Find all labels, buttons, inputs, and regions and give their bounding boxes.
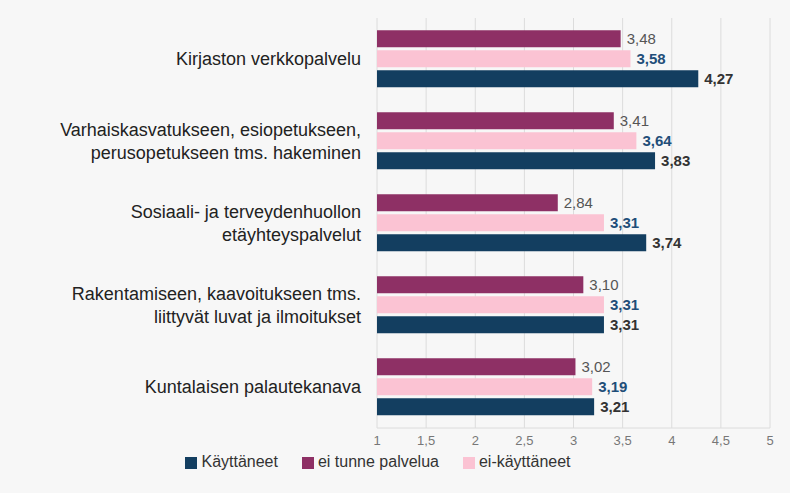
svg-text:1,5: 1,5 xyxy=(417,433,435,448)
svg-text:Kirjaston verkkopalvelu: Kirjaston verkkopalvelu xyxy=(176,49,361,69)
svg-text:Varhaiskasvatukseen, esiopetuk: Varhaiskasvatukseen, esiopetukseen,perus… xyxy=(60,120,361,163)
svg-text:3,10: 3,10 xyxy=(589,276,618,293)
svg-text:3,02: 3,02 xyxy=(581,358,610,375)
svg-text:5: 5 xyxy=(766,433,773,448)
svg-text:Sosiaali- ja terveydenhuollone: Sosiaali- ja terveydenhuollonetäyhteyspa… xyxy=(131,202,361,245)
html-text:ei tunne palvelua: ei tunne palvelua xyxy=(318,453,439,470)
svg-text:Rakentamiseen, kaavoitukseen t: Rakentamiseen, kaavoitukseen tms.liittyv… xyxy=(72,284,361,327)
svg-text:3,19: 3,19 xyxy=(598,378,627,395)
svg-text:2,5: 2,5 xyxy=(515,433,533,448)
svg-text:3: 3 xyxy=(570,433,577,448)
svg-text:3,31: 3,31 xyxy=(610,214,639,231)
svg-text:2: 2 xyxy=(472,433,479,448)
html-text:Käyttäneet: Käyttäneet xyxy=(201,453,278,470)
svg-text:3,58: 3,58 xyxy=(636,50,665,67)
svg-text:3,5: 3,5 xyxy=(614,433,632,448)
html-text:ei-käyttäneet: ei-käyttäneet xyxy=(478,453,571,470)
svg-text:3,21: 3,21 xyxy=(600,398,629,415)
svg-text:4,27: 4,27 xyxy=(704,70,733,87)
svg-text:3,41: 3,41 xyxy=(620,112,649,129)
svg-text:3,83: 3,83 xyxy=(661,152,690,169)
svg-text:3,31: 3,31 xyxy=(610,296,639,313)
svg-text:3,74: 3,74 xyxy=(652,234,682,251)
svg-text:2,84: 2,84 xyxy=(564,194,593,211)
svg-text:3,31: 3,31 xyxy=(610,316,639,333)
svg-text:3,64: 3,64 xyxy=(642,132,672,149)
svg-text:4,5: 4,5 xyxy=(712,433,730,448)
svg-text:3,48: 3,48 xyxy=(627,30,656,47)
svg-text:4: 4 xyxy=(668,433,675,448)
svg-text:1: 1 xyxy=(373,433,380,448)
svg-text:Kuntalaisen palautekanava: Kuntalaisen palautekanava xyxy=(145,377,362,397)
